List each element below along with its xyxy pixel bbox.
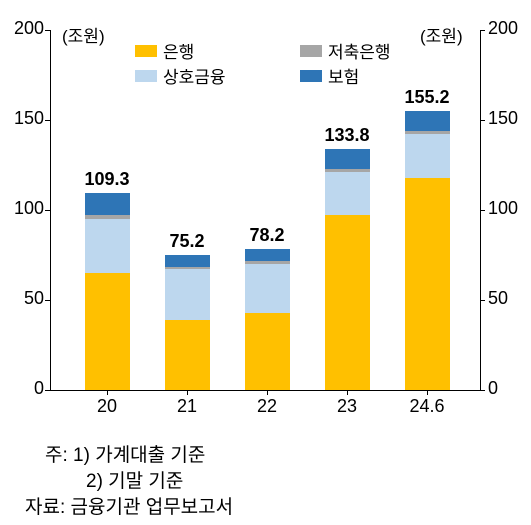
- ytick-mark-left: [45, 210, 50, 211]
- bar-segment: [325, 169, 370, 173]
- legend-label: 저축은행: [328, 38, 391, 63]
- legend-item: 은행: [135, 38, 194, 63]
- ytick-left: 0: [4, 378, 44, 399]
- bar-segment: [405, 134, 450, 177]
- footnote-1: 주: 1) 가계대출 기준: [45, 440, 205, 467]
- xtick-label: 21: [177, 396, 197, 417]
- ytick-mark-right: [480, 390, 485, 391]
- ytick-right: 150: [488, 108, 528, 129]
- legend-item: 상호금융: [135, 63, 226, 88]
- ytick-right: 0: [488, 378, 528, 399]
- xtick-mark: [427, 390, 428, 395]
- xtick-mark: [187, 390, 188, 395]
- bar-segment: [165, 255, 210, 267]
- ytick-mark-right: [480, 300, 485, 301]
- ytick-mark-left: [45, 390, 50, 391]
- xtick-mark: [267, 390, 268, 395]
- unit-label-right: (조원): [420, 22, 463, 47]
- legend-label: 상호금융: [163, 63, 226, 88]
- bar-segment: [405, 111, 450, 131]
- y-axis-left: [50, 30, 51, 390]
- x-axis: [50, 390, 481, 391]
- ytick-left: 150: [4, 108, 44, 129]
- ytick-mark-left: [45, 120, 50, 121]
- bar-segment: [245, 313, 290, 390]
- xtick-label: 20: [97, 396, 117, 417]
- chart-container: 은행 저축은행상호금융 보험 주: 1) 가계대출 기준 2) 기말 기준 자료: …: [0, 0, 531, 525]
- bar-segment: [85, 215, 130, 219]
- legend-swatch: [300, 45, 322, 57]
- xtick-label: 22: [257, 396, 277, 417]
- bar-total-label: 78.2: [249, 225, 284, 246]
- bar-total-label: 109.3: [84, 169, 129, 190]
- ytick-mark-right: [480, 30, 485, 31]
- ytick-left: 200: [4, 18, 44, 39]
- legend-swatch: [135, 70, 157, 82]
- ytick-right: 50: [488, 288, 528, 309]
- ytick-right: 200: [488, 18, 528, 39]
- ytick-mark-right: [480, 210, 485, 211]
- legend-label: 은행: [163, 38, 194, 63]
- bar-segment: [85, 273, 130, 390]
- legend-label: 보험: [328, 63, 359, 88]
- footnote-3: 자료: 금융기관 업무보고서: [25, 492, 233, 519]
- legend-swatch: [300, 70, 322, 82]
- legend-item: 보험: [300, 63, 359, 88]
- bar-segment: [245, 261, 290, 264]
- bar-segment: [325, 215, 370, 390]
- bar-total-label: 133.8: [324, 125, 369, 146]
- footnote-2: 2) 기말 기준: [86, 466, 183, 493]
- bar-segment: [325, 149, 370, 168]
- ytick-left: 100: [4, 198, 44, 219]
- xtick-mark: [347, 390, 348, 395]
- bar-segment: [165, 320, 210, 390]
- xtick-label: 24.6: [409, 396, 444, 417]
- bar-segment: [85, 193, 130, 215]
- ytick-right: 100: [488, 198, 528, 219]
- xtick-mark: [107, 390, 108, 395]
- bar-segment: [325, 172, 370, 215]
- bar-segment: [85, 219, 130, 273]
- ytick-mark-left: [45, 300, 50, 301]
- bar-total-label: 155.2: [404, 87, 449, 108]
- xtick-label: 23: [337, 396, 357, 417]
- bar-segment: [405, 131, 450, 135]
- bar-segment: [405, 178, 450, 390]
- bar-segment: [165, 267, 210, 270]
- legend-swatch: [135, 45, 157, 57]
- bar-segment: [245, 264, 290, 313]
- bar-segment: [165, 269, 210, 319]
- bar-total-label: 75.2: [169, 231, 204, 252]
- bar-segment: [245, 249, 290, 261]
- ytick-left: 50: [4, 288, 44, 309]
- ytick-mark-right: [480, 120, 485, 121]
- ytick-mark-left: [45, 30, 50, 31]
- legend-item: 저축은행: [300, 38, 391, 63]
- unit-label-left: (조원): [62, 22, 105, 47]
